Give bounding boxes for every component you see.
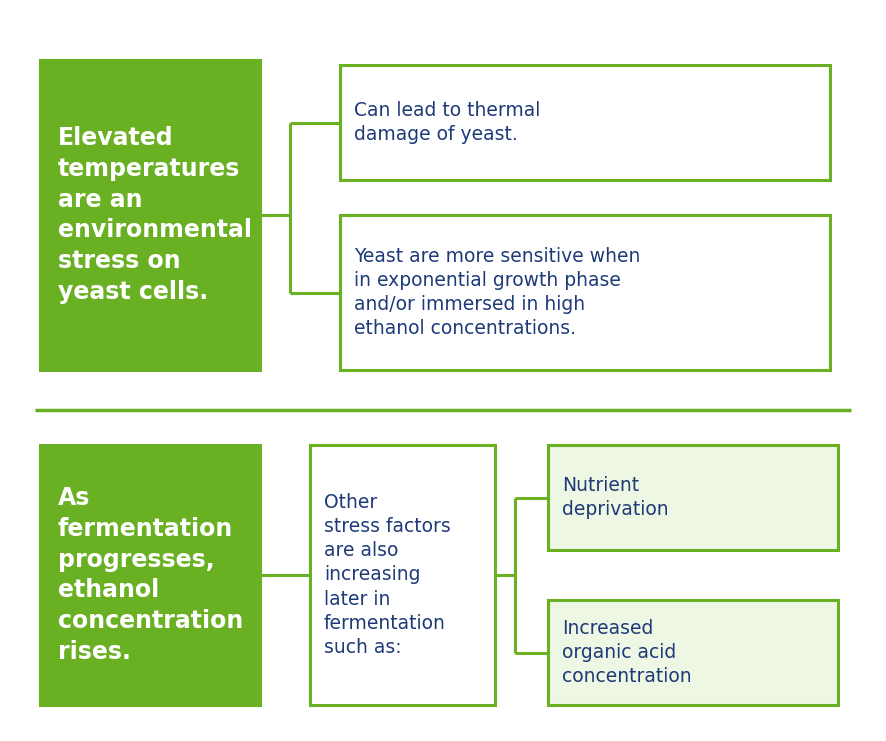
Bar	[340, 65, 830, 180]
Text: Elevated
temperatures
are an
environmental
stress on
yeast cells.: Elevated temperatures are an environment…	[58, 127, 252, 304]
Bar	[310, 445, 495, 705]
Bar	[40, 445, 260, 705]
Bar	[340, 215, 830, 370]
Text: Increased
organic acid
concentration: Increased organic acid concentration	[562, 619, 692, 686]
Text: Nutrient
deprivation: Nutrient deprivation	[562, 476, 669, 519]
Bar	[548, 600, 838, 705]
Text: Can lead to thermal
damage of yeast.: Can lead to thermal damage of yeast.	[354, 101, 540, 144]
Bar	[40, 60, 260, 370]
Text: As
fermentation
progresses,
ethanol
concentration
rises.: As fermentation progresses, ethanol conc…	[58, 486, 244, 664]
Bar	[548, 445, 838, 550]
Text: Yeast are more sensitive when
in exponential growth phase
and/or immersed in hig: Yeast are more sensitive when in exponen…	[354, 247, 641, 339]
Text: Other
stress factors
are also
increasing
later in
fermentation
such as:: Other stress factors are also increasing…	[324, 493, 451, 657]
